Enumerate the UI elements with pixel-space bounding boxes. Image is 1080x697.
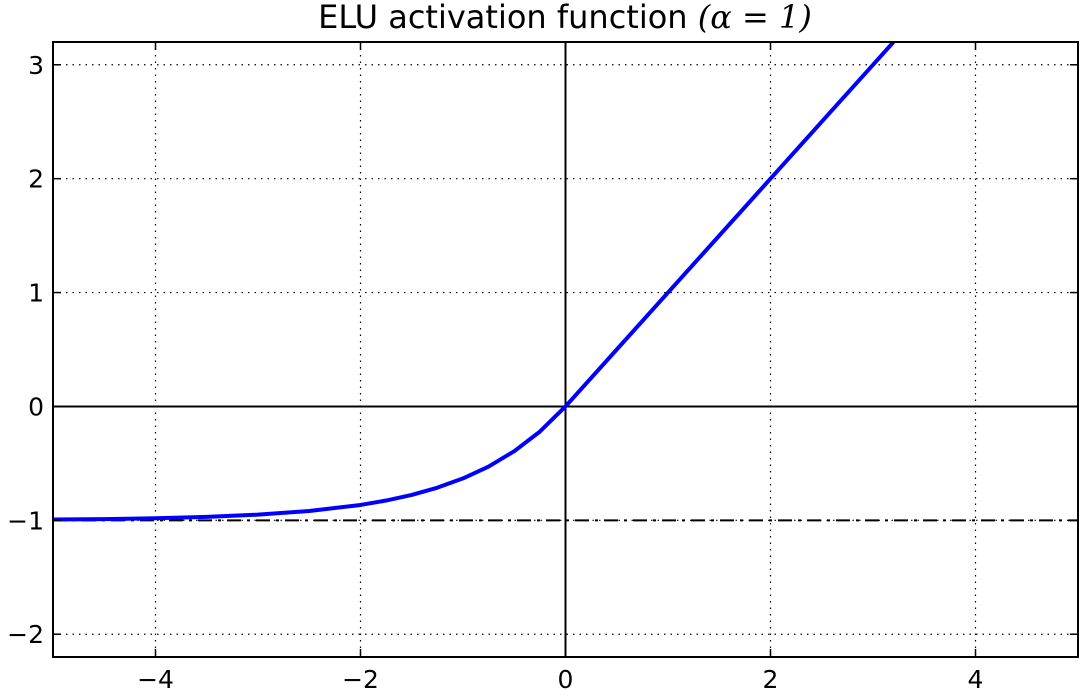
ticks bbox=[53, 42, 1078, 657]
y-tick-label: −2 bbox=[7, 620, 44, 649]
series-layer bbox=[53, 42, 895, 522]
y-tick-label: −1 bbox=[7, 506, 44, 535]
y-tick-label: 3 bbox=[28, 51, 44, 80]
x-tick-label: −4 bbox=[137, 665, 174, 692]
y-tick-label: 0 bbox=[28, 392, 44, 421]
chart-title: ELU activation function (α = 1) bbox=[318, 0, 812, 36]
x-tick-label: −2 bbox=[342, 665, 379, 692]
y-tick-label: 1 bbox=[28, 279, 44, 308]
chart-title-math: (α = 1) bbox=[698, 0, 812, 36]
reference-lines bbox=[53, 42, 1078, 657]
y-tick-label: 2 bbox=[28, 165, 44, 194]
chart-title-text: ELU activation function bbox=[318, 0, 698, 36]
tick-labels: −4 −2 0 2 4 −2 −1 0 1 2 3 bbox=[7, 51, 984, 694]
series-line bbox=[53, 42, 895, 522]
x-tick-label: 2 bbox=[763, 665, 779, 692]
x-tick-label: 4 bbox=[968, 665, 984, 692]
x-tick-label: 0 bbox=[558, 665, 574, 692]
